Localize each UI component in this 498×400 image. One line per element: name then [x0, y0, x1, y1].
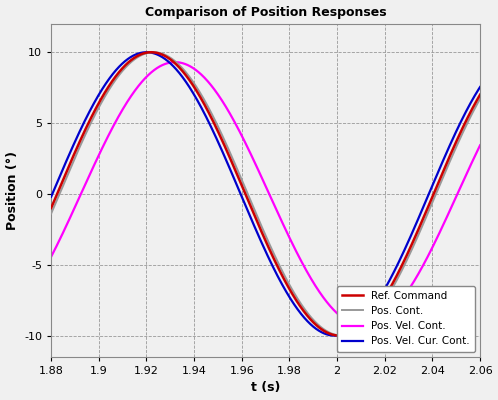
Pos. Cont. — [150, 50, 156, 55]
Pos. Cont. — [99, 100, 105, 105]
Legend: Ref. Command, Pos. Cont., Pos. Vel. Cont., Pos. Vel. Cur. Cont.: Ref. Command, Pos. Cont., Pos. Vel. Cont… — [337, 286, 475, 352]
Pos. Vel. Cur. Cont. — [237, 189, 243, 194]
Pos. Vel. Cont. — [433, 237, 439, 242]
Pos. Cont. — [48, 211, 54, 216]
Ref. Command — [148, 50, 154, 55]
Pos. Cont. — [217, 129, 223, 134]
Ref. Command — [433, 186, 439, 190]
Pos. Cont. — [124, 63, 130, 68]
Ref. Command — [489, 74, 495, 79]
Line: Pos. Cont.: Pos. Cont. — [51, 52, 492, 336]
Pos. Vel. Cont. — [361, 323, 367, 328]
Pos. Vel. Cont. — [489, 120, 495, 124]
Pos. Cont. — [489, 78, 495, 82]
Pos. Vel. Cont. — [99, 147, 105, 152]
Ref. Command — [237, 178, 243, 182]
Title: Comparison of Position Responses: Comparison of Position Responses — [145, 6, 386, 18]
Pos. Vel. Cont. — [124, 99, 130, 104]
Ref. Command — [99, 96, 105, 101]
Ref. Command — [124, 61, 130, 66]
Pos. Vel. Cur. Cont. — [48, 194, 54, 199]
Pos. Cont. — [339, 333, 345, 338]
Pos. Cont. — [237, 172, 243, 177]
Pos. Vel. Cur. Cont. — [143, 50, 149, 55]
Pos. Vel. Cur. Cont. — [332, 333, 338, 338]
Line: Pos. Vel. Cont.: Pos. Vel. Cont. — [51, 62, 492, 326]
Pos. Vel. Cont. — [172, 60, 178, 64]
Line: Pos. Vel. Cur. Cont.: Pos. Vel. Cur. Cont. — [51, 52, 492, 336]
Pos. Cont. — [433, 191, 439, 196]
Y-axis label: Position (°): Position (°) — [5, 151, 18, 230]
Pos. Vel. Cont. — [237, 129, 243, 134]
Pos. Vel. Cur. Cont. — [481, 79, 487, 84]
Ref. Command — [337, 333, 343, 338]
Pos. Vel. Cur. Cont. — [217, 144, 223, 149]
Pos. Vel. Cur. Cont. — [433, 174, 439, 179]
Pos. Vel. Cont. — [481, 136, 487, 140]
Pos. Vel. Cur. Cont. — [124, 57, 130, 62]
Pos. Vel. Cur. Cont. — [99, 88, 105, 93]
X-axis label: t (s): t (s) — [251, 382, 280, 394]
Ref. Command — [217, 134, 223, 139]
Pos. Vel. Cont. — [217, 96, 223, 100]
Pos. Vel. Cont. — [48, 254, 54, 259]
Line: Ref. Command: Ref. Command — [51, 52, 492, 336]
Ref. Command — [48, 206, 54, 210]
Pos. Vel. Cur. Cont. — [489, 68, 495, 73]
Pos. Cont. — [481, 90, 487, 95]
Ref. Command — [481, 86, 487, 91]
